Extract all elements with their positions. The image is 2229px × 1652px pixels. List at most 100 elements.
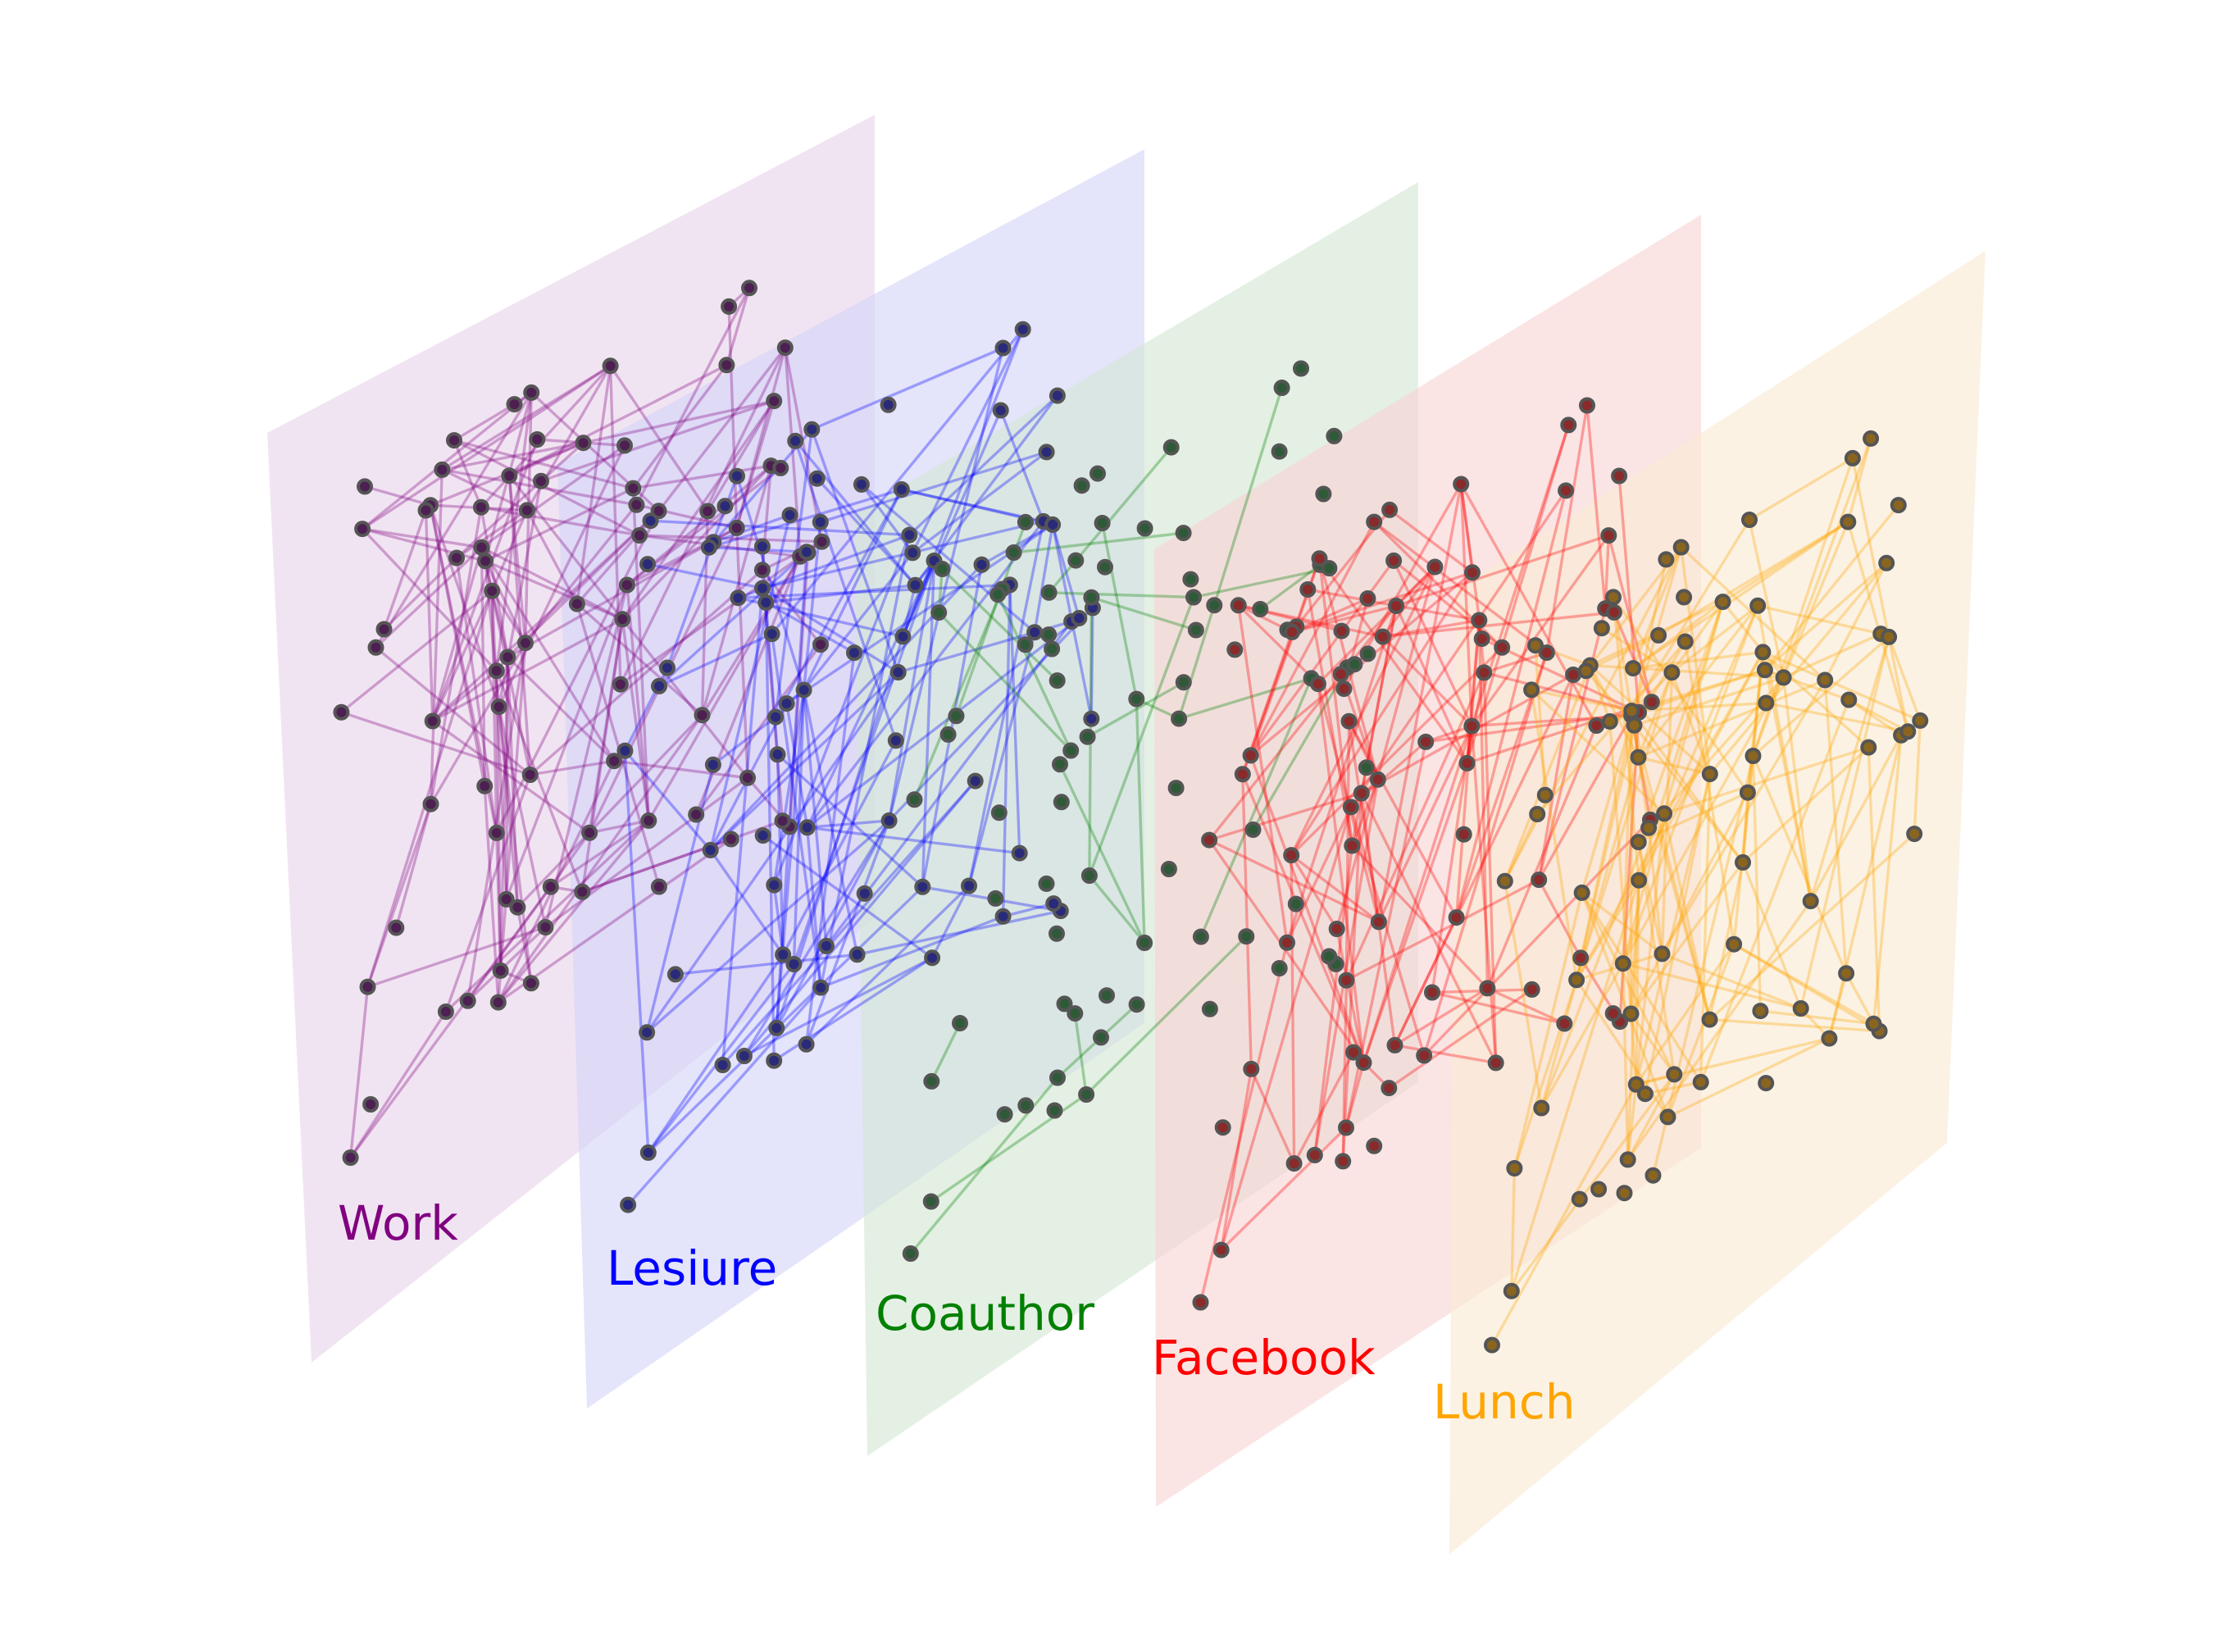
node-lesiure [639,1024,656,1041]
node-coauthor [1271,960,1288,976]
node-lunch [1627,1076,1644,1093]
edge-lunch [1636,671,1673,758]
edge-work [589,819,649,835]
edge-lesiure [766,584,916,604]
node-lesiure [763,626,780,643]
node-coauthor [1128,996,1145,1013]
node-lesiure [620,1196,637,1213]
edge-coauthor [930,1022,962,1082]
edge-work [608,366,622,685]
edge-facebook [1344,1062,1366,1128]
edge-work [706,400,776,512]
edge-lesiure [901,409,1003,638]
node-work [437,1003,454,1020]
edge-work [484,561,520,908]
node-lesiure [775,946,792,963]
node-lesiure [766,876,783,894]
node-facebook [1455,826,1472,843]
edge-work [431,590,494,722]
edge-lesiure [901,585,917,637]
edge-facebook [1241,774,1253,1069]
node-coauthor [990,804,1008,821]
node-lunch [1533,1099,1550,1117]
node-lunch [1758,694,1775,712]
node-lunch [1503,1282,1520,1299]
node-lunch [1726,935,1743,953]
edge-lesiure [709,671,899,852]
edge-facebook [1317,566,1436,685]
node-lesiure [702,841,719,858]
node-lunch [1619,1151,1636,1168]
node-lunch [1529,806,1546,822]
edge-coauthor [1090,596,1197,632]
node-lunch [1650,626,1667,644]
edge-work [495,671,503,971]
node-lesiure [700,539,717,556]
node-lunch [1701,1011,1718,1028]
node-lesiure [904,544,921,562]
edge-lesiure [743,780,977,1058]
edge-lesiure [645,671,900,1034]
node-work [568,595,585,612]
node-coauthor [923,1072,940,1090]
edge-work [480,506,640,537]
node-lunch [1568,972,1585,989]
edge-work [430,642,527,805]
edge-coauthor [1199,677,1313,938]
node-lesiure [769,746,786,763]
edge-facebook [1477,620,1490,989]
edge-lesiure [675,953,857,976]
edge-lunch [1630,1013,1676,1076]
node-facebook [1285,1155,1303,1172]
edge-lesiure [1001,585,1012,917]
node-lunch [1658,551,1675,568]
edge-lunch [1631,546,1683,669]
node-work [776,339,794,357]
edge-facebook [1350,605,1398,846]
edge-coauthor [912,588,1004,800]
edge-work [497,838,732,1003]
node-work [498,890,515,908]
node-work [499,649,516,666]
node-lunch [1890,497,1907,514]
node-lunch [1573,884,1590,901]
node-lunch [1640,819,1658,836]
node-facebook [1328,921,1345,937]
node-lunch [1536,786,1553,803]
edge-lunch [1630,519,1751,712]
edge-work [761,570,785,821]
node-work [688,806,705,823]
node-lunch [1745,748,1762,764]
edge-lunch [1680,546,1826,681]
edge-lesiure [776,753,924,889]
edge-lunch [1765,701,1908,733]
node-lesiure [666,966,684,983]
edge-coauthor [937,611,1072,752]
edge-lunch [1638,756,1711,776]
edge-facebook [1607,535,1654,703]
edge-work [694,644,822,816]
edge-lunch [1663,745,1869,815]
edge-lunch [1722,521,1849,603]
edge-coauthor [1135,699,1146,944]
edge-lunch [1722,601,1785,679]
edge-facebook [1483,651,1548,675]
node-lesiure [757,594,775,611]
edge-work [490,589,527,644]
node-facebook [1306,1146,1323,1163]
edge-work [544,776,749,929]
node-lunch [1752,1003,1769,1020]
edge-coauthor [1088,874,1146,944]
node-coauthor [1097,558,1113,576]
edge-lesiure [624,749,712,852]
edge-facebook [1208,604,1398,841]
node-work [542,878,559,895]
edge-lesiure [785,703,809,828]
node-lesiure [1011,844,1028,862]
node-facebook [1417,733,1435,750]
edge-lesiure [1003,902,1054,918]
node-lesiure [901,526,918,544]
edge-lunch [1632,521,1849,670]
edge-facebook [1317,683,1366,1063]
